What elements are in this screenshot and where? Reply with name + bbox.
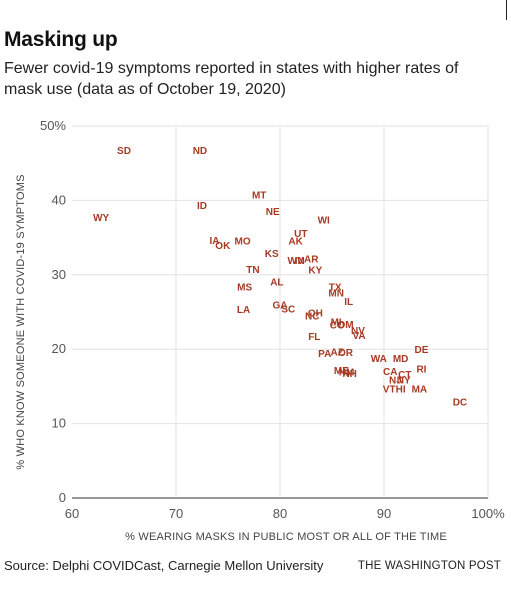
point-me: ME [334,366,349,377]
point-pa: PA [318,349,331,360]
point-co: CO [330,321,345,332]
point-ri: RI [416,365,426,376]
point-nc: NC [305,312,319,323]
chart-subtitle: Fewer covid-19 symptoms reported in stat… [4,60,459,98]
point-tx: TX [329,283,342,294]
point-ar: AR [304,254,319,265]
header-rule [506,0,507,20]
point-om: OM [337,320,353,331]
point-wi: WI [318,216,330,227]
point-md: MD [393,354,409,365]
point-de: DE [414,345,428,356]
point-la: LA [237,305,250,316]
x-tick-label: 70 [169,506,183,521]
point-ga: GA [273,301,288,312]
axes: 60 70 80 90 100% 0 10 20 30 40 50% [40,118,505,521]
point-ky: KY [308,266,322,277]
point-tn: TN [246,265,259,276]
point-mt: MT [252,190,266,201]
point-sd: SD [117,146,131,157]
point-in: IN [295,256,305,267]
point-mn: MN [328,289,344,300]
point-nv: NV [351,326,365,337]
point-or: OR [338,348,354,359]
point-va: VA [352,331,365,342]
point-dc: DC [453,397,467,408]
point-oh: OH [308,309,323,320]
y-tick-label: 30 [52,267,66,282]
chart-title: Masking up [4,28,118,51]
point-mi: MI [331,318,342,329]
x-tick-label: 100% [471,506,505,521]
x-tick-label: 60 [65,506,79,521]
point-mo: MO [235,237,251,248]
point-ca: CA [383,367,397,378]
point-nh: NH [342,369,356,380]
point-ct: CT [398,370,411,381]
y-tick-label: 20 [52,341,66,356]
point-ak: AK [288,237,303,248]
point-ks: KS [265,249,279,260]
point-ny: NY [397,376,411,387]
credit-line: THE WASHINGTON POST [357,560,501,572]
x-axis-title: % WEARING MASKS IN PUBLIC MOST OR ALL OF… [125,531,447,543]
point-ms: MS [237,283,252,294]
y-tick-label: 10 [52,416,66,431]
y-tick-label: 40 [52,192,66,207]
point-az: AZ [331,347,344,358]
point-ok: OK [215,241,231,252]
y-tick-label: 0 [59,490,66,505]
point-wy: WY [93,213,109,224]
point-ma: MA [412,385,428,396]
point-wv: WV [288,256,304,267]
y-axis-title: % WHO KNOW SOMEONE WITH COVID-19 SYMPTOM… [15,174,27,469]
point-vt: VT [383,385,396,396]
point-nm: NM [339,368,355,379]
x-tick-label: 90 [377,506,391,521]
y-tick-label: 50% [40,118,66,133]
point-al: AL [270,277,283,288]
point-nj: NJ [389,376,402,387]
point-il: IL [344,297,353,308]
point-nd: ND [193,146,207,157]
point-id: ID [197,201,207,212]
point-ne: NE [266,207,280,218]
point-fl: FL [308,332,320,343]
point-hi: HI [396,385,406,396]
point-ut: UT [294,229,307,240]
scatter-chart: 60 70 80 90 100% 0 10 20 30 40 50% SD ND WY MT ID NE WI U… [15,118,505,543]
point-ia: IA [209,236,219,247]
point-sc: SC [281,304,295,315]
point-wa: WA [371,354,387,365]
grid-lines [72,125,489,498]
source-note: Source: Delphi COVIDCast, Carnegie Mello… [4,558,324,573]
x-tick-label: 80 [273,506,287,521]
